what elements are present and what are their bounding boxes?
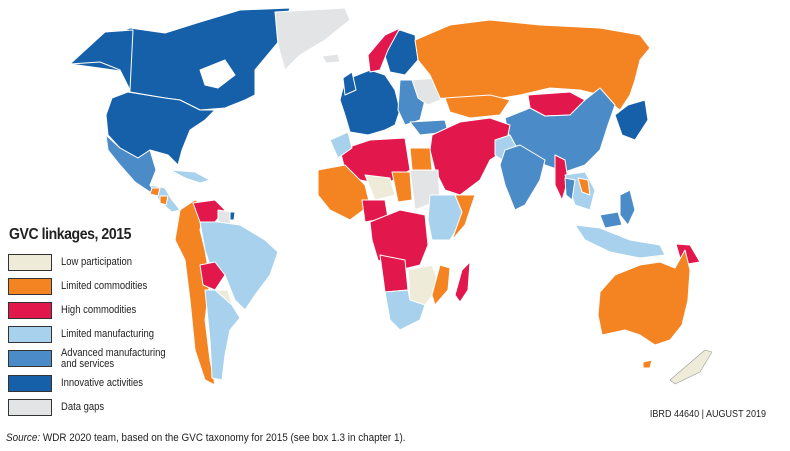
legend-item-limited-manufacturing: Limited manufacturing	[6, 322, 196, 346]
legend-swatch-innovative-activities	[8, 374, 52, 392]
source-prefix: Source:	[6, 432, 41, 444]
legend-item-limited-commodities: Limited commodities	[6, 274, 196, 298]
legend-label: Innovative activities	[61, 376, 144, 389]
region-middle-east	[429, 117, 511, 196]
region-central-africa	[369, 209, 429, 271]
legend-swatch-low-participation	[8, 253, 52, 271]
legend-item-high-commodities: High commodities	[6, 298, 196, 322]
region-uk-ireland	[342, 71, 357, 96]
region-australia	[597, 249, 691, 346]
region-indonesia	[574, 224, 666, 259]
legend-title: GVC linkages, 2015	[9, 226, 132, 243]
region-new-zealand	[669, 349, 713, 385]
legend-label: Low participation	[61, 255, 133, 268]
region-myanmar	[554, 154, 569, 201]
region-chad	[391, 171, 413, 203]
legend-item-data-gaps: Data gaps	[6, 395, 196, 419]
world-map	[69, 7, 713, 386]
source-text: WDR 2020 team, based on the GVC taxonomy…	[40, 432, 406, 444]
region-mozambique	[431, 264, 451, 306]
region-india	[499, 144, 546, 211]
legend-item-innovative-activities: Innovative activities	[6, 371, 196, 395]
region-norway	[367, 27, 401, 73]
legend-label: Advanced manufacturing and services	[61, 346, 166, 370]
region-tasmania	[642, 359, 653, 369]
legend-label-line2: and services	[61, 357, 115, 370]
legend-item-advanced-manufacturing: Advanced manufacturing and services	[6, 346, 196, 371]
legend-label: High commodities	[61, 303, 137, 316]
region-suriname	[229, 211, 236, 221]
legend-swatch-advanced-manufacturing	[8, 350, 52, 367]
legend-label: Limited commodities	[61, 279, 148, 292]
region-thailand	[564, 177, 576, 201]
region-south-africa	[384, 289, 426, 331]
region-bolivia	[199, 261, 226, 291]
region-caribbean	[169, 169, 211, 184]
region-madagascar	[454, 261, 471, 303]
legend-label: Data gaps	[61, 400, 105, 413]
legend-swatch-limited-manufacturing	[8, 325, 52, 343]
legend-swatch-limited-commodities	[8, 277, 52, 295]
region-egypt	[409, 147, 433, 171]
region-argentina	[204, 289, 241, 381]
map-legend: GVC linkages, 2015 Low participation Lim…	[6, 226, 196, 419]
region-alaska	[69, 29, 134, 91]
region-kazakhstan	[444, 94, 511, 119]
region-hudson-bay	[199, 59, 236, 89]
region-philippines	[619, 189, 636, 226]
region-honduras	[149, 187, 161, 197]
region-usa	[105, 91, 216, 166]
region-morocco	[329, 131, 353, 159]
legend-swatch-data-gaps	[8, 398, 52, 416]
map-credit: IBRD 44640 | AUGUST 2019	[649, 408, 766, 420]
region-korea-japan	[614, 99, 649, 141]
region-iceland	[321, 53, 341, 64]
source-note: Source: WDR 2020 team, based on the GVC …	[6, 432, 406, 444]
region-malaysia	[599, 211, 623, 229]
region-angola	[379, 254, 409, 293]
region-west-africa	[317, 164, 371, 221]
legend-swatch-high-commodities	[8, 301, 52, 319]
region-nicaragua	[159, 195, 169, 206]
legend-label-line1: Advanced manufacturing	[61, 346, 166, 359]
region-somalia	[451, 194, 476, 241]
legend-label: Limited manufacturing	[61, 327, 155, 340]
legend-item-low-participation: Low participation	[6, 250, 196, 274]
region-niger-chad	[364, 174, 396, 201]
region-laos	[577, 177, 591, 196]
region-greenland	[274, 7, 351, 71]
